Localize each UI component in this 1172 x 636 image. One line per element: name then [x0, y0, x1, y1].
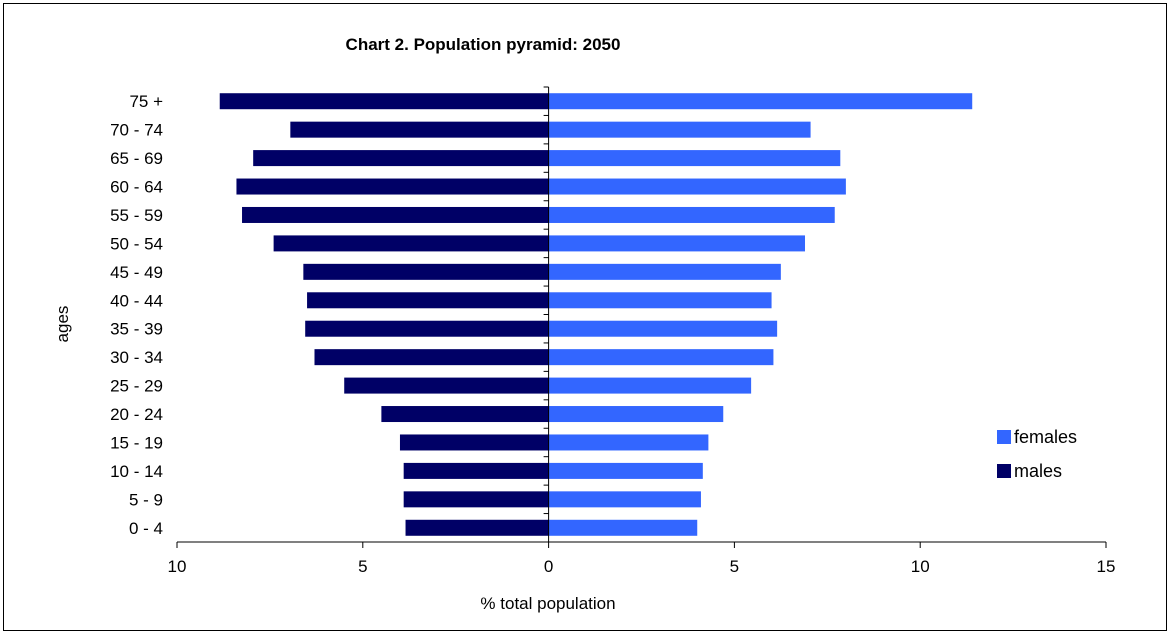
females-bar-4 [548, 406, 724, 423]
y-tick-label: 15 - 19 [110, 433, 163, 452]
x-tick-label: 15 [1097, 557, 1116, 576]
y-tick-label: 65 - 69 [110, 149, 163, 168]
females-legend-swatch [997, 430, 1011, 444]
y-tick-label: 55 - 59 [110, 206, 163, 225]
males-bar-11 [242, 206, 549, 223]
y-tick-label: 60 - 64 [110, 178, 163, 197]
males-bar-10 [273, 235, 549, 252]
males-bar-13 [253, 150, 549, 167]
males-legend-swatch [997, 464, 1011, 478]
legend: females males [997, 427, 1077, 481]
x-tick-label: 10 [911, 557, 930, 576]
y-tick-label: 0 - 4 [129, 519, 163, 538]
males-bar-14 [290, 121, 549, 138]
x-tick-label: 5 [358, 557, 367, 576]
females-bar-8 [548, 292, 772, 309]
females-bar-10 [548, 235, 806, 252]
males-legend-label: males [1014, 461, 1062, 481]
males-bar-6 [314, 349, 549, 366]
y-tick-label: 40 - 44 [110, 291, 163, 310]
females-bar-6 [548, 349, 774, 366]
females-bar-7 [548, 320, 778, 337]
females-bar-13 [548, 150, 841, 167]
chart-frame: Chart 2. Population pyramid: 2050 0 - 4 5… [3, 3, 1167, 631]
males-bar-12 [236, 178, 549, 195]
males-bar-0 [405, 519, 549, 536]
females-bar-0 [548, 519, 698, 536]
males-bar-1 [403, 491, 549, 508]
y-tick-label: 75 + [129, 92, 163, 111]
y-tick-label: 10 - 14 [110, 462, 163, 481]
females-bar-3 [548, 434, 709, 451]
chart-title: Chart 2. Population pyramid: 2050 [346, 35, 621, 54]
males-bar-5 [344, 377, 549, 394]
females-bar-15 [548, 93, 973, 110]
females-bar-2 [548, 462, 703, 479]
females-bar-14 [548, 121, 811, 138]
females-legend-label: females [1014, 427, 1077, 447]
x-axis-label: % total population [480, 594, 615, 613]
males-bar-15 [219, 93, 549, 110]
y-tick-label: 20 - 24 [110, 405, 163, 424]
y-axis: 0 - 4 5 - 9 10 - 14 15 - 19 20 - 24 25 - 29 30… [110, 86, 550, 543]
females-bar-11 [548, 206, 835, 223]
y-tick-label: 30 - 34 [110, 348, 163, 367]
males-bar-9 [303, 263, 549, 280]
bars-group [219, 93, 973, 536]
y-tick-label: 25 - 29 [110, 377, 163, 396]
x-tick-label: 10 [168, 557, 187, 576]
females-bar-1 [548, 491, 701, 508]
females-bar-5 [548, 377, 752, 394]
y-tick-label: 50 - 54 [110, 234, 163, 253]
x-tick-label: 5 [730, 557, 739, 576]
x-tick-label: 0 [544, 557, 553, 576]
y-axis-label: ages [53, 306, 72, 343]
y-tick-label: 45 - 49 [110, 263, 163, 282]
females-bar-12 [548, 178, 846, 195]
y-tick-label: 5 - 9 [129, 490, 163, 509]
males-bar-3 [399, 434, 549, 451]
males-bar-7 [305, 320, 549, 337]
females-bar-9 [548, 263, 781, 280]
population-pyramid-chart: Chart 2. Population pyramid: 2050 0 - 4 5… [53, 35, 1116, 613]
males-bar-4 [381, 406, 549, 423]
y-tick-label: 35 - 39 [110, 320, 163, 339]
males-bar-8 [307, 292, 549, 309]
y-tick-label: 70 - 74 [110, 121, 163, 140]
x-axis: 10 5 0 5 10 15 [168, 541, 1116, 576]
males-bar-2 [403, 462, 549, 479]
